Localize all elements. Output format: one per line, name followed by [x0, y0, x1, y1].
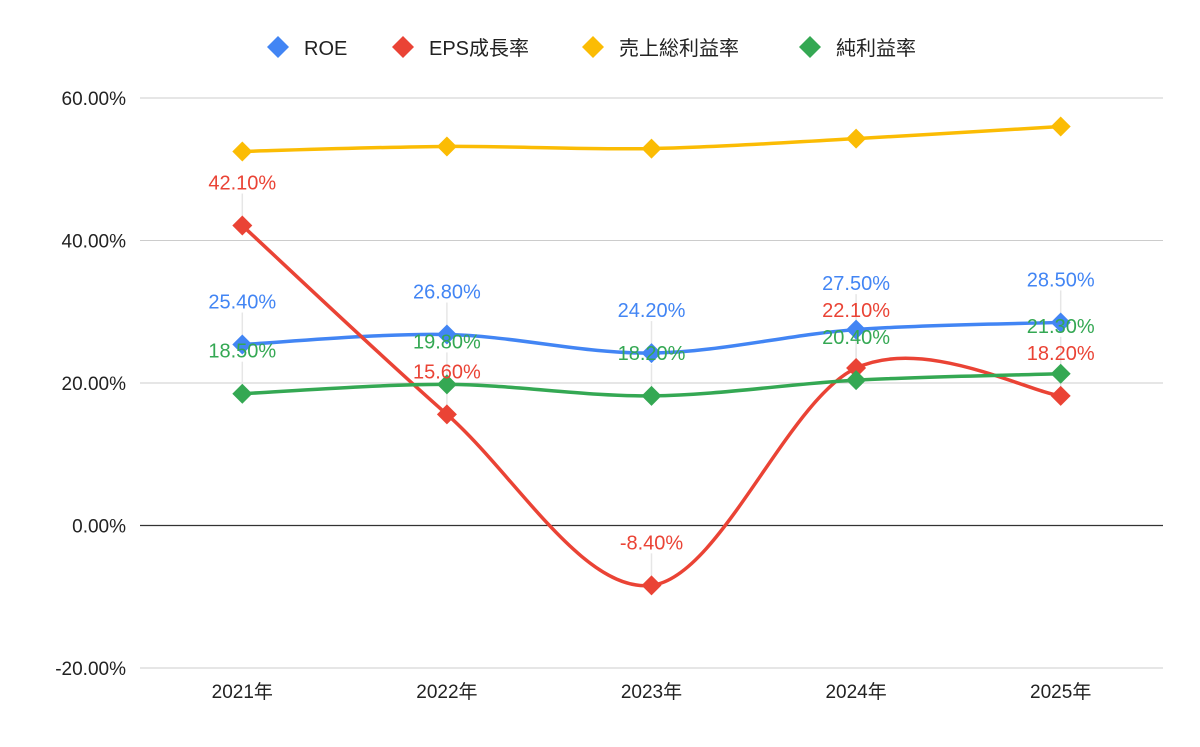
data-point-marker[interactable] — [1050, 363, 1071, 384]
data-point-marker[interactable] — [436, 136, 457, 157]
y-tick-label: 60.00% — [62, 89, 127, 110]
y-tick-label: 0.00% — [72, 517, 126, 538]
data-label: 26.80% — [413, 282, 481, 304]
data-point-marker[interactable] — [436, 404, 457, 425]
legend-label: 純利益率 — [836, 37, 916, 60]
data-point-marker[interactable] — [846, 370, 867, 391]
x-tick-label: 2023年 — [621, 681, 682, 703]
x-axis-ticks: 2021年 2022年 2023年 2024年 2025年 — [212, 681, 1092, 703]
data-point-marker[interactable] — [846, 128, 867, 149]
data-point-marker[interactable] — [846, 358, 867, 379]
data-point-marker[interactable] — [641, 343, 662, 364]
data-point-marker[interactable] — [232, 334, 253, 355]
data-labels: 25.40% 26.80% 24.20% 27.50% 28.50% 42.10% 15.6… — [208, 173, 1094, 555]
data-point-marker[interactable] — [232, 141, 253, 162]
legend-item[interactable]: EPS成長率 — [392, 36, 529, 60]
legend-diamond-icon — [267, 36, 289, 58]
data-point-marker[interactable] — [1050, 116, 1071, 137]
data-label: 22.10% — [822, 300, 890, 322]
legend-item[interactable]: 純利益率 — [799, 36, 916, 60]
data-label: 18.50% — [208, 341, 276, 363]
data-point-marker[interactable] — [232, 215, 253, 236]
x-tick-label: 2025年 — [1030, 681, 1091, 703]
data-label: 24.20% — [618, 300, 686, 322]
y-tick-label: 20.00% — [62, 374, 127, 395]
data-label: 18.20% — [618, 343, 686, 365]
data-point-marker[interactable] — [1050, 385, 1071, 406]
data-point-marker[interactable] — [641, 385, 662, 406]
x-tick-label: 2022年 — [416, 681, 477, 703]
data-label: 15.60% — [413, 361, 481, 383]
legend-label: EPS成長率 — [429, 37, 529, 60]
data-label: 18.20% — [1027, 343, 1095, 365]
data-label: -8.40% — [620, 532, 684, 554]
data-label: 21.30% — [1027, 316, 1095, 338]
legend-item[interactable]: 売上総利益率 — [582, 36, 739, 60]
data-point-marker[interactable] — [436, 324, 457, 345]
data-point-marker[interactable] — [641, 138, 662, 159]
legend-diamond-icon — [799, 36, 821, 58]
legend-item[interactable]: ROE — [267, 36, 347, 60]
data-label: 19.80% — [413, 331, 481, 353]
data-point-marker[interactable] — [232, 383, 253, 404]
data-label: 27.50% — [822, 273, 890, 295]
y-tick-label: -20.00% — [55, 659, 126, 680]
data-point-marker[interactable] — [436, 374, 457, 395]
legend-diamond-icon — [582, 36, 604, 58]
y-axis-ticks: -20.00% 0.00% 20.00% 40.00% 60.00% — [55, 89, 126, 680]
legend-label: ROE — [304, 38, 347, 60]
data-point-marker[interactable] — [641, 575, 662, 596]
data-label: 20.40% — [822, 327, 890, 349]
data-point-marker[interactable] — [1050, 312, 1071, 333]
data-label: 42.10% — [208, 173, 276, 195]
data-label: 25.40% — [208, 292, 276, 314]
legend-label: 売上総利益率 — [619, 37, 739, 60]
data-point-marker[interactable] — [846, 319, 867, 340]
x-tick-label: 2021年 — [212, 681, 273, 703]
legend[interactable]: ROE EPS成長率 売上総利益率 純利益率 — [267, 36, 916, 60]
x-tick-label: 2024年 — [825, 681, 886, 703]
series-markers — [232, 116, 1071, 596]
data-label: 28.50% — [1027, 269, 1095, 291]
legend-diamond-icon — [392, 36, 414, 58]
y-tick-label: 40.00% — [62, 232, 127, 253]
